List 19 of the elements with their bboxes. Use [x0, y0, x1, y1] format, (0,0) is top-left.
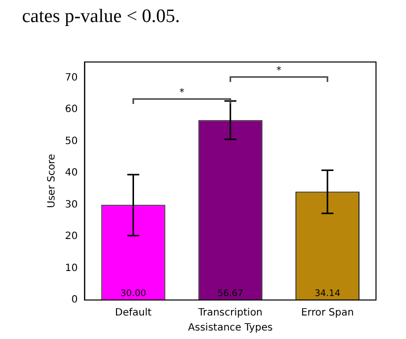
y-tick-label: 30: [64, 199, 78, 210]
y-tick-label: 10: [64, 262, 78, 274]
y-tick-label: 20: [64, 231, 78, 242]
annotation: *: [276, 66, 282, 77]
y-tick-label: 0: [71, 294, 78, 306]
x-tick-label: Transcription: [197, 308, 263, 319]
y-tick-label: 40: [64, 168, 78, 179]
y-axis-title: User Score: [46, 154, 58, 208]
x-tick-label: Default: [114, 308, 152, 319]
y-tick-label: 70: [64, 72, 78, 84]
x-tick-label: Error Span: [301, 308, 354, 319]
text: cates p-value < 0.05.: [22, 6, 180, 28]
annotation: *: [179, 88, 184, 99]
x-axis-title: Assistance Types: [188, 322, 273, 334]
data-label: 30.00: [120, 288, 146, 299]
y-tick-label: 50: [64, 136, 78, 147]
y-tick-label: 60: [64, 104, 78, 116]
data-label: 34.14: [314, 288, 341, 299]
data-label: 56.67: [217, 288, 244, 299]
